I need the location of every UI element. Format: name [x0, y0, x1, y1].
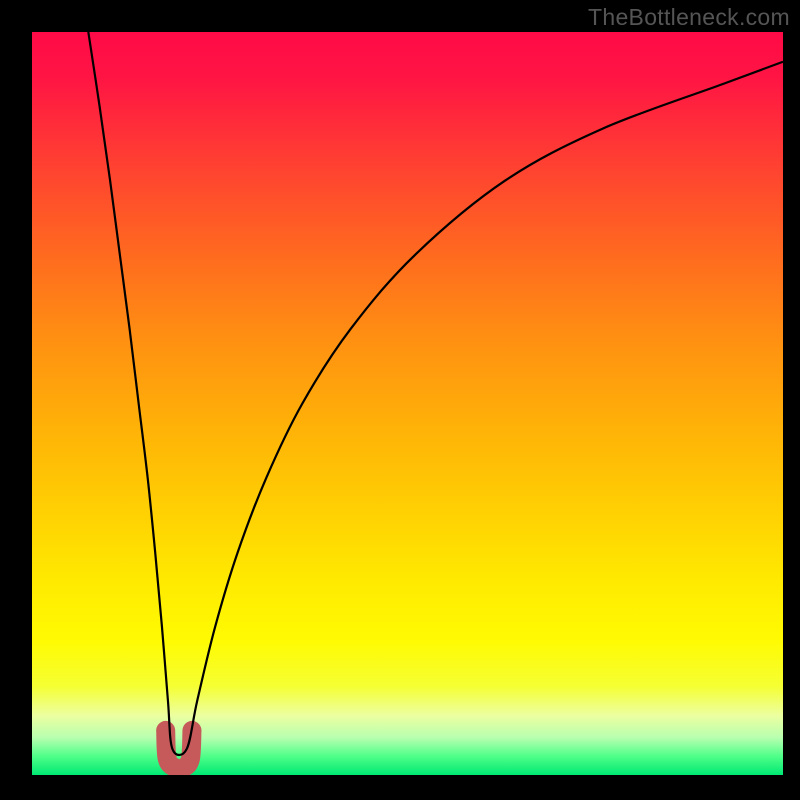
- bottleneck-chart: [0, 0, 800, 800]
- watermark-text: TheBottleneck.com: [588, 4, 790, 31]
- gradient-background: [32, 32, 783, 775]
- chart-frame: TheBottleneck.com: [0, 0, 800, 800]
